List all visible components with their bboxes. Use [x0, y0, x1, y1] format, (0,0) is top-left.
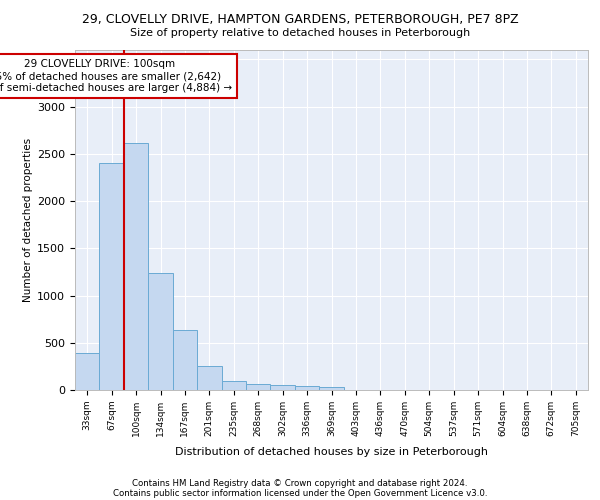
Bar [295, 386, 319, 390]
Bar [246, 384, 271, 390]
Text: Size of property relative to detached houses in Peterborough: Size of property relative to detached ho… [130, 28, 470, 38]
Bar [271, 385, 295, 390]
Bar [100, 164, 124, 390]
Bar [319, 387, 344, 390]
Bar [173, 330, 197, 390]
Bar [124, 142, 148, 390]
Text: 29, CLOVELLY DRIVE, HAMPTON GARDENS, PETERBOROUGH, PE7 8PZ: 29, CLOVELLY DRIVE, HAMPTON GARDENS, PET… [82, 12, 518, 26]
Bar [221, 381, 246, 390]
Bar [148, 273, 173, 390]
Text: Contains HM Land Registry data © Crown copyright and database right 2024.: Contains HM Land Registry data © Crown c… [132, 478, 468, 488]
Text: 29 CLOVELLY DRIVE: 100sqm
← 35% of detached houses are smaller (2,642)
64% of se: 29 CLOVELLY DRIVE: 100sqm ← 35% of detac… [0, 60, 232, 92]
Bar [197, 366, 221, 390]
Y-axis label: Number of detached properties: Number of detached properties [23, 138, 33, 302]
X-axis label: Distribution of detached houses by size in Peterborough: Distribution of detached houses by size … [175, 447, 488, 457]
Bar [75, 353, 100, 390]
Text: Contains public sector information licensed under the Open Government Licence v3: Contains public sector information licen… [113, 488, 487, 498]
